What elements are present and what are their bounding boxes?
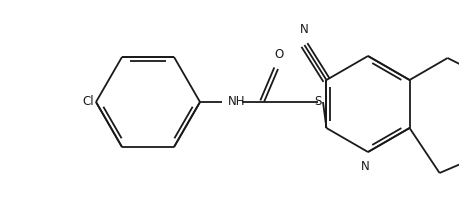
Text: N: N <box>299 23 308 36</box>
Text: N: N <box>360 160 369 173</box>
Text: Cl: Cl <box>82 96 94 108</box>
Text: NH: NH <box>228 96 245 108</box>
Text: O: O <box>274 48 283 61</box>
Text: S: S <box>313 96 321 108</box>
